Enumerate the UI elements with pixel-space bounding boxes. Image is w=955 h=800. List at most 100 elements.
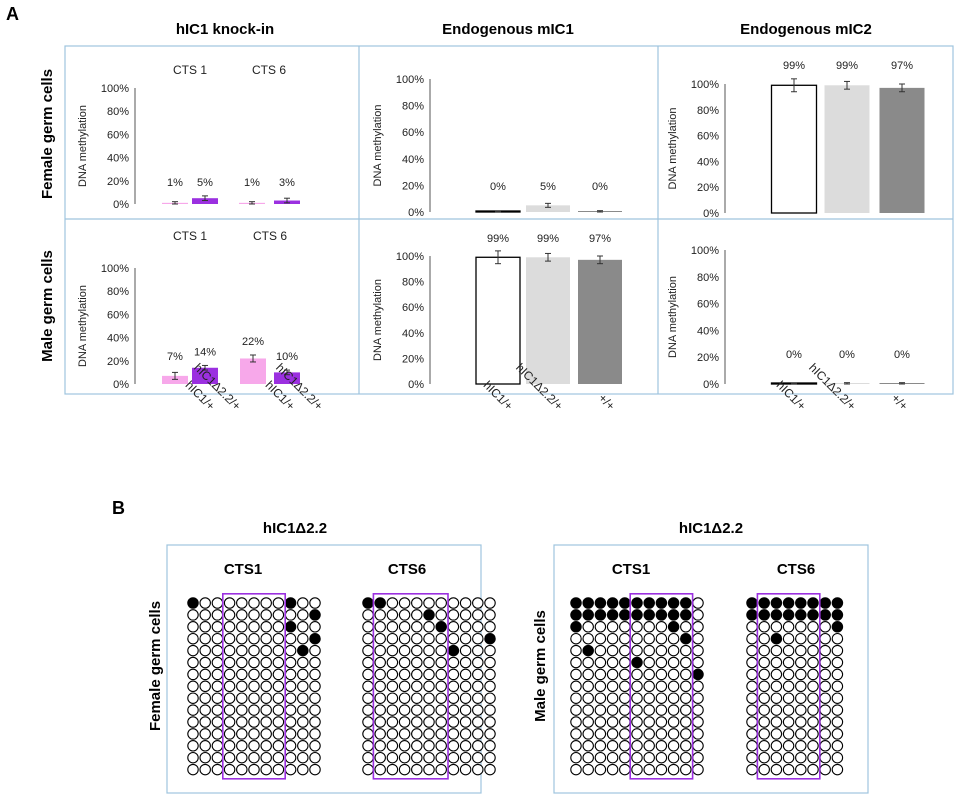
unmethylated-cpg <box>374 621 386 633</box>
y-tick-label: 80% <box>402 101 424 113</box>
methylated-cpg <box>594 597 607 609</box>
unmethylated-cpg <box>459 716 472 728</box>
unmethylated-cpg <box>594 656 607 669</box>
unmethylated-cpg <box>223 763 236 776</box>
data-label: 97% <box>891 60 913 72</box>
y-tick-label: 0% <box>408 379 424 391</box>
unmethylated-cpg <box>386 656 399 669</box>
unmethylated-cpg <box>187 668 199 681</box>
data-label: 5% <box>540 181 556 193</box>
y-tick-label: 80% <box>107 286 129 298</box>
unmethylated-cpg <box>211 621 224 633</box>
unmethylated-cpg <box>362 716 374 728</box>
unmethylated-cpg <box>423 728 435 740</box>
unmethylated-cpg <box>398 692 411 704</box>
data-label: 97% <box>589 233 611 245</box>
unmethylated-cpg <box>570 656 582 669</box>
unmethylated-cpg <box>619 656 631 669</box>
unmethylated-cpg <box>297 609 309 621</box>
unmethylated-cpg <box>782 728 795 740</box>
unmethylated-cpg <box>423 621 435 633</box>
unmethylated-cpg <box>297 632 309 645</box>
unmethylated-cpg <box>284 704 297 716</box>
methylated-cpg <box>746 597 758 609</box>
panel-b-frame-male <box>553 544 869 794</box>
unmethylated-cpg <box>619 740 631 752</box>
unmethylated-cpg <box>692 621 704 633</box>
unmethylated-cpg <box>223 692 236 704</box>
methylated-cpg <box>594 609 607 621</box>
unmethylated-cpg <box>187 751 199 764</box>
unmethylated-cpg <box>770 692 783 704</box>
unmethylated-cpg <box>484 751 496 764</box>
unmethylated-cpg <box>284 763 297 776</box>
unmethylated-cpg <box>680 740 692 752</box>
unmethylated-cpg <box>236 597 248 609</box>
unmethylated-cpg <box>484 692 496 704</box>
unmethylated-cpg <box>187 609 199 621</box>
unmethylated-cpg <box>606 621 619 633</box>
unmethylated-cpg <box>594 751 607 764</box>
unmethylated-cpg <box>643 621 655 633</box>
unmethylated-cpg <box>643 644 655 657</box>
unmethylated-cpg <box>284 644 297 657</box>
unmethylated-cpg <box>398 609 411 621</box>
unmethylated-cpg <box>284 728 297 740</box>
unmethylated-cpg <box>692 716 704 728</box>
unmethylated-cpg <box>423 668 435 681</box>
y-axis-title: DNA methylation <box>77 105 89 187</box>
unmethylated-cpg <box>619 763 631 776</box>
unmethylated-cpg <box>692 632 704 645</box>
unmethylated-cpg <box>831 644 844 657</box>
unmethylated-cpg <box>680 644 692 657</box>
data-label: 14% <box>194 346 216 358</box>
unmethylated-cpg <box>472 597 484 609</box>
methylated-cpg <box>807 597 819 609</box>
unmethylated-cpg <box>284 692 297 704</box>
unmethylated-cpg <box>199 597 211 609</box>
unmethylated-cpg <box>770 751 783 764</box>
unmethylated-cpg <box>374 751 386 764</box>
methylated-cpg <box>570 597 582 609</box>
unmethylated-cpg <box>570 668 582 681</box>
unmethylated-cpg <box>667 692 680 704</box>
methylated-cpg <box>667 597 680 609</box>
unmethylated-cpg <box>484 740 496 752</box>
unmethylated-cpg <box>692 656 704 669</box>
unmethylated-cpg <box>447 763 460 776</box>
unmethylated-cpg <box>819 740 831 752</box>
unmethylated-cpg <box>472 704 484 716</box>
unmethylated-cpg <box>570 680 582 693</box>
unmethylated-cpg <box>309 597 321 609</box>
unmethylated-cpg <box>435 728 447 740</box>
unmethylated-cpg <box>570 692 582 704</box>
panel-b: hIC1Δ2.2 hIC1Δ2.2 Female germ cells Male… <box>147 520 869 794</box>
unmethylated-cpg <box>619 680 631 693</box>
bar <box>770 84 818 214</box>
unmethylated-cpg <box>782 716 795 728</box>
unmethylated-cpg <box>484 644 496 657</box>
unmethylated-cpg <box>606 704 619 716</box>
data-label: 5% <box>197 177 213 189</box>
unmethylated-cpg <box>248 632 260 645</box>
panel-a-frame <box>64 45 954 395</box>
unmethylated-cpg <box>423 632 435 645</box>
methylated-cpg <box>758 609 770 621</box>
y-axis-title: DNA methylation <box>372 105 384 187</box>
unmethylated-cpg <box>667 751 680 764</box>
data-label: 0% <box>592 181 608 193</box>
unmethylated-cpg <box>211 704 224 716</box>
unmethylated-cpg <box>260 644 272 657</box>
unmethylated-cpg <box>619 668 631 681</box>
unmethylated-cpg <box>411 668 423 681</box>
unmethylated-cpg <box>606 716 619 728</box>
unmethylated-cpg <box>411 728 423 740</box>
unmethylated-cpg <box>447 668 460 681</box>
cts-highlight-box <box>756 592 821 780</box>
unmethylated-cpg <box>795 716 807 728</box>
unmethylated-cpg <box>260 740 272 752</box>
y-tick-label: 100% <box>691 79 719 91</box>
y-tick-label: 100% <box>396 251 424 263</box>
methylated-cpg <box>795 597 807 609</box>
unmethylated-cpg <box>260 751 272 764</box>
